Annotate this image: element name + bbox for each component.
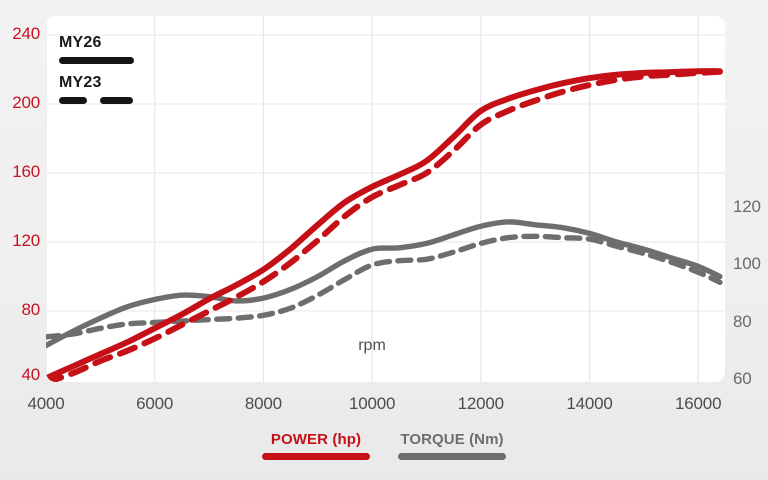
rpm-tick-8000: 8000 <box>244 394 282 413</box>
power-tick-40: 40 <box>21 365 40 384</box>
rpm-tick-10000: 10000 <box>348 394 396 413</box>
torque-legend-label: TORQUE (Nm) <box>400 431 504 448</box>
rpm-tick-12000: 12000 <box>457 394 504 413</box>
solid-line-swatch <box>59 57 134 64</box>
x-axis-label: rpm <box>358 337 386 354</box>
rpm-tick-16000: 16000 <box>675 394 722 413</box>
power-tick-160: 160 <box>12 162 40 181</box>
power-line-swatch <box>262 453 370 460</box>
power-legend-label: POWER (hp) <box>270 431 362 448</box>
rpm-tick-14000: 14000 <box>566 394 613 413</box>
legend-item-my26: MY26 <box>59 33 134 64</box>
rpm-tick-6000: 6000 <box>136 394 174 413</box>
torque-my23-line <box>46 233 723 340</box>
torque-line-swatch <box>398 453 506 460</box>
torque-tick-60: 60 <box>733 369 752 388</box>
series-legend: POWER (hp) TORQUE (Nm) <box>0 431 768 460</box>
torque-tick-100: 100 <box>733 254 761 273</box>
gridlines <box>46 16 725 382</box>
power-tick-240: 240 <box>12 24 40 43</box>
legend-item-my23: MY23 <box>59 73 134 104</box>
torque-my26-line <box>46 219 723 349</box>
torque-tick-80: 80 <box>733 311 752 331</box>
torque-tick-120: 120 <box>733 196 761 216</box>
plot-background <box>46 16 725 382</box>
power-tick-120: 120 <box>12 231 40 250</box>
curves <box>46 68 723 382</box>
power-tick-80: 80 <box>21 300 40 319</box>
legend-item-torque: TORQUE (Nm) <box>398 431 506 460</box>
rpm-tick-4000: 4000 <box>27 394 65 413</box>
dashed-line-swatch <box>59 97 134 104</box>
power-my23-line <box>46 68 723 382</box>
model-year-legend: MY26 MY23 <box>59 33 134 113</box>
legend-item-power: POWER (hp) <box>262 431 370 460</box>
legend-label-my23: MY23 <box>59 74 102 91</box>
legend-label-my26: MY26 <box>59 34 102 51</box>
power-my26-line <box>46 68 723 382</box>
power-tick-200: 200 <box>12 93 40 112</box>
